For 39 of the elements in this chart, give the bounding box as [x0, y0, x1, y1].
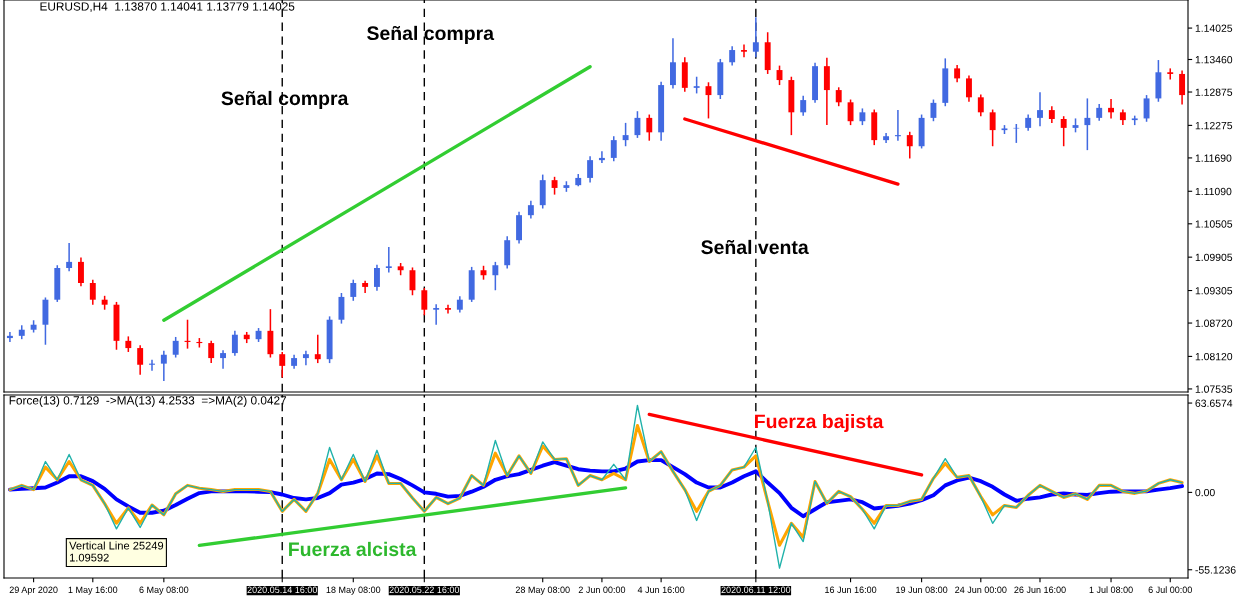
y-tick-label: 0.00 [1195, 488, 1215, 497]
annotation: Señal compra [221, 90, 349, 110]
x-tick-label: 24 Jun 00:00 [955, 586, 1007, 593]
x-tick-label: 6 May 08:00 [139, 586, 189, 595]
y-tick-label: 1.08720 [1195, 319, 1233, 327]
chart-title: Force(13) 0.7129 ->MA(13) 4.2533 =>MA(2) 0.0427 [9, 395, 287, 407]
annotation: Vertical Line 25249 1.09592 [69, 541, 164, 562]
x-tick-label: 2020.05.22 16:00 [389, 586, 460, 593]
y-tick-label: 1.11690 [1195, 154, 1232, 162]
x-tick-label: 19 Jun 08:00 [896, 586, 948, 593]
annotation: Fuerza bajista [755, 413, 884, 433]
y-tick-label: 1.09905 [1195, 253, 1233, 262]
x-tick-label: 2020.05.14 16:00 [247, 586, 318, 593]
y-tick-label: 1.12875 [1195, 88, 1233, 96]
y-tick-label: 1.09305 [1195, 287, 1233, 295]
y-tick-label: 63.6574 [1195, 399, 1233, 407]
y-tick-label: -55.1236 [1195, 566, 1236, 574]
x-tick-label: 28 May 08:00 [515, 586, 570, 595]
y-tick-label: 1.12275 [1195, 121, 1233, 130]
y-tick-label: 1.11090 [1195, 187, 1232, 196]
y-tick-label: 1.08120 [1195, 352, 1233, 361]
x-tick-label: 1 May 16:00 [68, 586, 118, 595]
x-tick-label: 26 Jun 16:00 [1014, 586, 1066, 593]
annotation: Fuerza alcista [289, 541, 417, 557]
annotation: Señal venta [701, 239, 809, 255]
annotation: Señal compra [367, 25, 495, 44]
x-tick-label: 16 Jun 16:00 [825, 586, 877, 593]
y-tick-label: 1.13460 [1195, 56, 1233, 64]
x-tick-label: 18 May 08:00 [326, 586, 381, 595]
y-tick-label: 1.10505 [1195, 220, 1233, 228]
x-tick-label: 6 Jul 00:00 [1148, 586, 1192, 593]
x-tick-label: 2 Jun 00:00 [578, 586, 626, 593]
x-tick-label: 4 Jun 16:00 [637, 586, 685, 593]
x-tick-label: 2020.06.11 12:00 [721, 586, 791, 593]
x-tick-label: 29 Apr 2020 [9, 586, 58, 595]
chart-title: EURUSD,H4 1.13870 1.14041 1.13779 1.14025 [40, 2, 295, 13]
y-tick-label: 1.07535 [1195, 385, 1233, 393]
y-tick-label: 1.14025 [1195, 24, 1233, 32]
x-tick-label: 1 Jul 08:00 [1089, 586, 1133, 593]
